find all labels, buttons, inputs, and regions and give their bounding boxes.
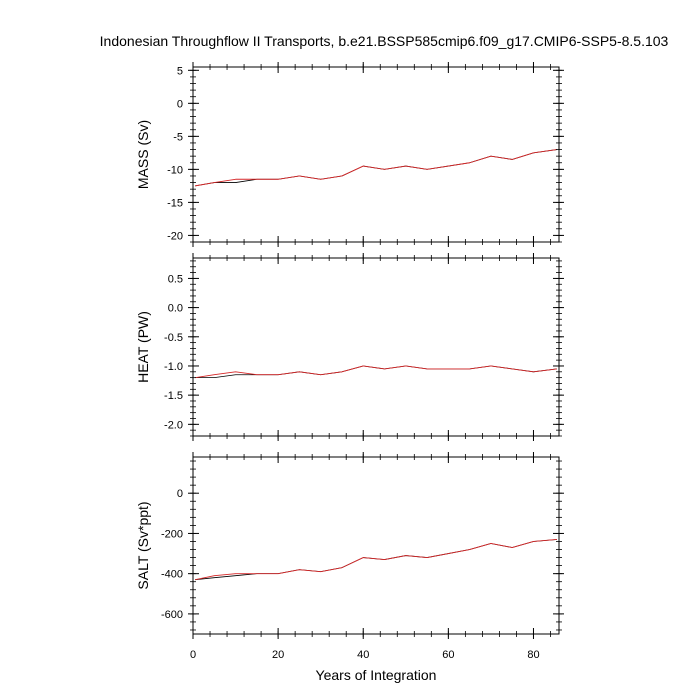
y-tick-label: -5 — [173, 131, 183, 143]
x-tick-label: 80 — [527, 649, 539, 661]
y-tick-label: -600 — [161, 609, 183, 621]
y-tick-label: -1.0 — [164, 361, 183, 373]
plot-frame — [192, 257, 560, 437]
y-tick-label: -1.5 — [164, 390, 183, 402]
y-tick-label: -2.0 — [164, 419, 183, 431]
series-line-1 — [195, 539, 557, 581]
y-tick-label: 0 — [177, 98, 183, 110]
series-line-1 — [195, 149, 557, 187]
series-group — [195, 539, 557, 581]
y-axis-title: SALT (Sv*ppt) — [135, 501, 151, 589]
x-tick-label: 0 — [190, 649, 196, 661]
y-tick-label: -20 — [167, 230, 183, 242]
series-group — [195, 365, 557, 379]
panel-0: 5 0 -5 -10 -15 -20 MASS (Sv) — [135, 62, 564, 247]
y-tick-label: -15 — [167, 197, 183, 209]
y-tick-label: -200 — [161, 528, 183, 540]
series-line-1 — [195, 365, 557, 379]
x-tick-label: 40 — [357, 649, 369, 661]
series-group — [195, 149, 557, 187]
x-tick-label: 60 — [442, 649, 454, 661]
y-tick-label: -10 — [167, 164, 183, 176]
y-tick-label: -0.5 — [164, 332, 183, 344]
x-tick-label: 20 — [272, 649, 284, 661]
y-tick-label: -400 — [161, 569, 183, 581]
y-axis-title: HEAT (PW) — [135, 311, 151, 383]
y-tick-label: 0 — [177, 488, 183, 500]
plot-frame — [192, 456, 560, 635]
x-axis-title: Years of Integration — [316, 667, 437, 683]
plot-frame — [192, 66, 560, 243]
y-tick-label: 0.5 — [168, 273, 183, 285]
y-tick-label: 5 — [177, 65, 183, 77]
y-axis-title: MASS (Sv) — [135, 120, 151, 189]
chart-title: Indonesian Throughflow II Transports, b.… — [100, 33, 669, 49]
panels: 5 0 -5 -10 -15 -20 MASS (Sv) 0.5 0.0 -0.5 -1.0 -1.5… — [135, 62, 564, 661]
panel-1: 0.5 0.0 -0.5 -1.0 -1.5 -2.0 HEAT (PW) — [135, 253, 564, 441]
y-tick-label: 0.0 — [168, 303, 183, 315]
panel-2: 0 -200 -400 -600 0 20 40 60 80 SALT (Sv*ppt) — [135, 452, 564, 661]
